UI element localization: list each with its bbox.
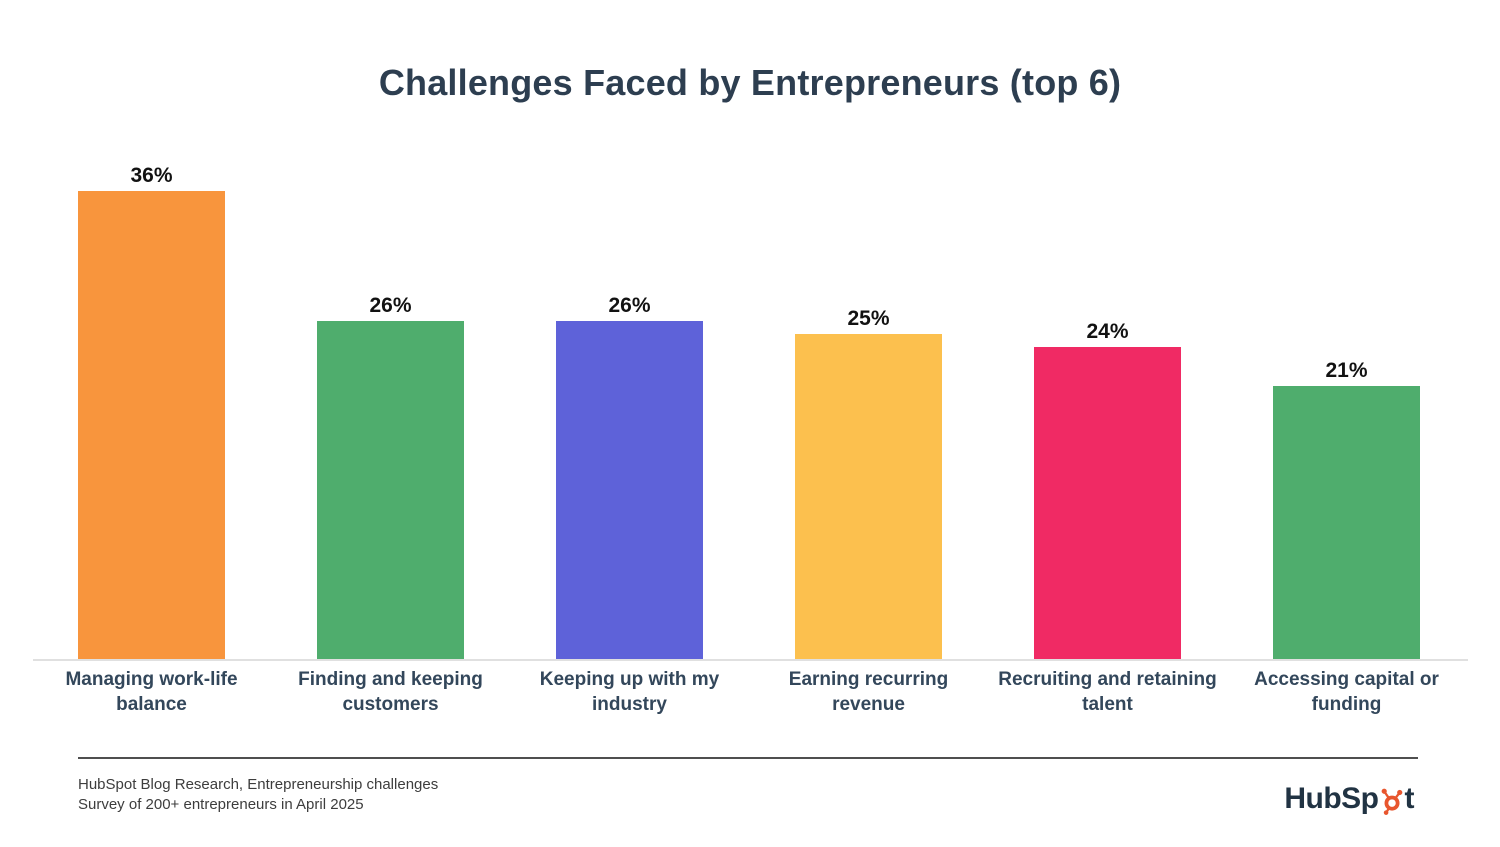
bar-value-label: 21% [1325,359,1368,382]
bar-value-label: 24% [1086,320,1129,343]
bar-chart: 36% 26% 26% 25% 24% 21% [32,165,1466,659]
bar-group: 26% [510,295,749,659]
hubspot-logo: HubSp t [1284,782,1415,815]
category-label: Finding and keeping customers [298,669,483,716]
bar-value-label: 36% [130,164,173,187]
bar-group: 25% [749,308,988,659]
bar-value-label: 25% [847,307,890,330]
source-attribution: HubSpot Blog Research, Entrepreneurship … [78,775,438,815]
bar-recruiting-and-retaining-talent [1034,347,1181,659]
category-label: Keeping up with my industry [539,669,720,716]
source-line-1: HubSpot Blog Research, Entrepreneurship … [78,776,439,793]
bar-group: 24% [988,321,1227,659]
bar-group: 21% [1227,360,1466,659]
bar-managing-work-life-balance [78,191,225,659]
source-line-2: Survey of 200+ entrepreneurs in April 20… [78,796,364,813]
category-label: Accessing capital or funding [1254,669,1439,716]
bar-finding-and-keeping-customers [317,321,464,659]
footer-divider [78,757,1418,759]
logo-text-prefix: HubSp [1284,782,1379,815]
hubspot-sprocket-icon [1381,788,1403,815]
x-axis-line [33,659,1468,661]
bar-earning-recurring-revenue [795,334,942,659]
category-label: Recruiting and retaining talent [998,669,1217,716]
category-label: Earning recurring revenue [788,669,949,716]
logo-text-suffix: t [1404,782,1415,815]
bar-value-label: 26% [369,294,412,317]
bar-keeping-up-with-my-industry [556,321,703,659]
bar-accessing-capital-or-funding [1273,386,1420,659]
bar-group: 26% [271,295,510,659]
bar-group: 36% [32,165,271,659]
chart-title: Challenges Faced by Entrepreneurs (top 6… [378,62,1122,103]
category-label: Managing work-life balance [65,669,238,716]
bar-value-label: 26% [608,294,651,317]
category-labels-row: Managing work-life balance Finding and k… [32,667,1466,717]
